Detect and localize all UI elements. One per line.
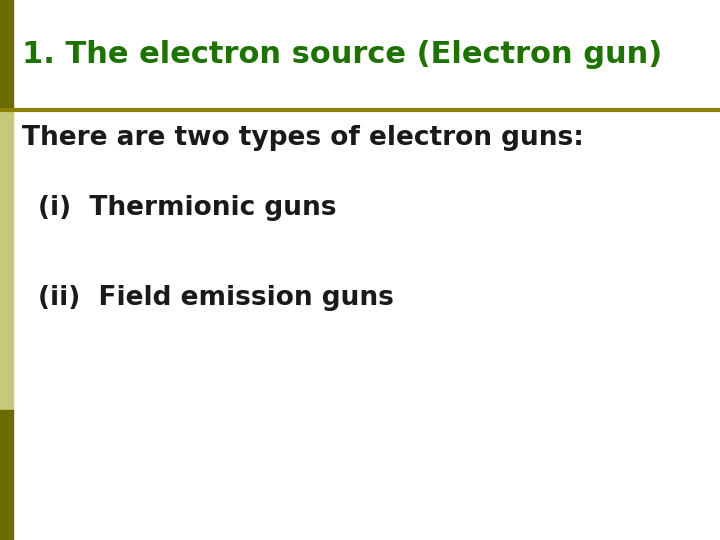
Text: (i)  Thermionic guns: (i) Thermionic guns bbox=[38, 195, 336, 221]
Bar bbox=[0, 110, 13, 410]
Text: There are two types of electron guns:: There are two types of electron guns: bbox=[22, 125, 584, 151]
Bar bbox=[0, 410, 13, 540]
Bar bbox=[0, 0, 13, 110]
Text: (ii)  Field emission guns: (ii) Field emission guns bbox=[38, 285, 394, 311]
Text: 1. The electron source (Electron gun): 1. The electron source (Electron gun) bbox=[22, 40, 662, 69]
